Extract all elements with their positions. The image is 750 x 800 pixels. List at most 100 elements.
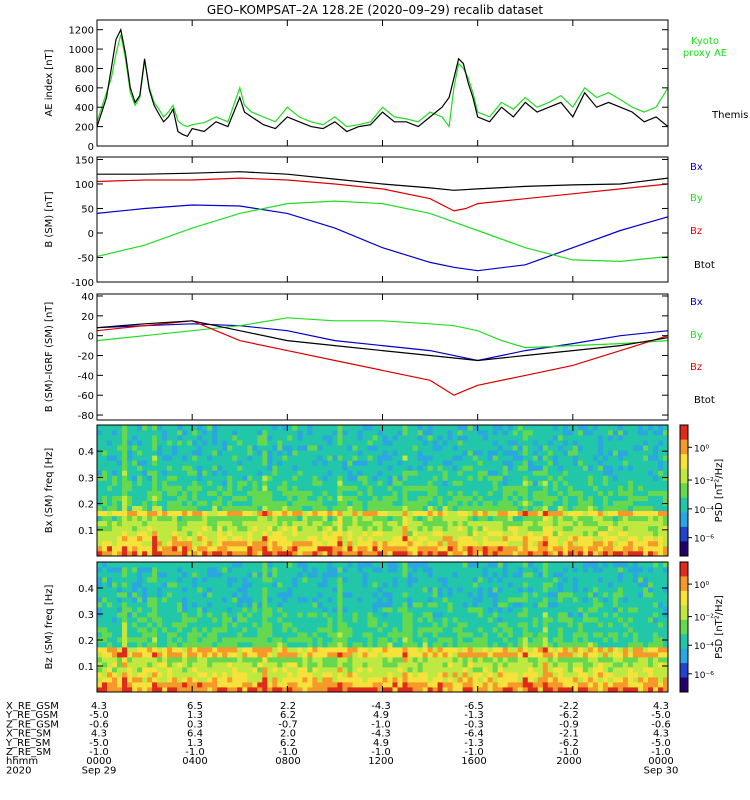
spectrogram-cell xyxy=(192,662,198,668)
spectrogram-cell xyxy=(417,662,423,668)
spectrogram-cell xyxy=(372,485,378,491)
spectrogram-cell xyxy=(372,642,378,648)
spectrogram-cell xyxy=(102,480,108,486)
spectrogram-cell xyxy=(507,505,514,511)
spectrogram-cell xyxy=(567,520,574,527)
spectrogram-cell xyxy=(527,530,534,537)
spectrogram-cell xyxy=(162,667,168,673)
spectrogram-cell xyxy=(157,530,163,537)
spectrogram-cell xyxy=(592,470,599,476)
spectrogram-cell xyxy=(467,657,473,663)
spectrogram-cell xyxy=(507,612,514,618)
spectrogram-cell xyxy=(232,662,238,668)
spectrogram-cell xyxy=(192,632,198,638)
spectrogram-cell xyxy=(537,465,544,471)
spectrogram-cell xyxy=(272,622,278,628)
spectrogram-cell xyxy=(247,460,253,466)
spectrogram-cell xyxy=(648,657,654,663)
spectrogram-cell xyxy=(497,540,504,547)
spectrogram-cell xyxy=(597,435,604,441)
spectrogram-cell xyxy=(242,687,248,693)
spectrogram-cell xyxy=(372,455,378,461)
spectrogram-cell xyxy=(457,682,463,688)
spectrogram-cell xyxy=(182,450,188,456)
spectrogram-cell xyxy=(602,515,609,522)
spectrogram-cell xyxy=(648,682,654,688)
spectrogram-cell xyxy=(292,490,298,496)
spectrogram-cell xyxy=(217,637,223,643)
colorbar-tick-label: 10⁻⁴ xyxy=(694,506,714,516)
spectrogram-cell xyxy=(492,617,499,623)
spectrogram-cell xyxy=(422,465,428,471)
spectrogram-cell xyxy=(552,470,559,476)
spectrogram-cell xyxy=(337,622,343,628)
spectrogram-cell xyxy=(357,637,363,643)
spectrogram-cell xyxy=(132,657,138,663)
spectrogram-cell xyxy=(592,545,599,552)
spectrogram-cell xyxy=(202,470,208,476)
spectrogram-cell xyxy=(653,647,659,653)
spectrogram-cell xyxy=(402,450,408,456)
spectrogram-cell xyxy=(137,470,143,476)
spectrogram-cell xyxy=(102,470,108,476)
spectrogram-cell xyxy=(422,520,428,527)
spectrogram-cell xyxy=(607,540,614,547)
spectrogram-cell xyxy=(122,682,128,688)
spectrogram-cell xyxy=(517,450,524,456)
spectrogram-cell xyxy=(172,440,178,446)
spectrogram-cell xyxy=(297,465,303,471)
spectrogram-cell xyxy=(257,662,263,668)
spectrogram-cell xyxy=(362,632,368,638)
spectrogram-cell xyxy=(277,495,283,501)
spectrogram-cell xyxy=(502,687,509,693)
spectrogram-cell xyxy=(327,632,333,638)
spectrogram-cell xyxy=(282,440,288,446)
spectrogram-cell xyxy=(492,662,499,668)
spectrogram-cell xyxy=(512,495,519,501)
spectrogram-cell xyxy=(643,687,649,693)
spectrogram-cell xyxy=(357,500,363,506)
spectrogram-cell xyxy=(487,490,494,496)
spectrogram-cell xyxy=(207,495,213,501)
spectrogram-cell xyxy=(162,430,168,436)
spectrogram-cell xyxy=(352,445,358,451)
spectrogram-cell xyxy=(252,652,258,658)
spectrogram-cell xyxy=(442,500,448,506)
spectrogram-cell xyxy=(627,637,634,643)
spectrogram-cell xyxy=(482,535,489,542)
spectrogram-cell xyxy=(542,647,549,653)
spectrogram-cell xyxy=(352,612,358,618)
spectrogram-cell xyxy=(257,687,263,693)
spectrogram-cell xyxy=(127,672,133,678)
spectrogram-cell xyxy=(117,525,123,532)
spectrogram-cell xyxy=(242,440,248,446)
spectrogram-cell xyxy=(658,515,664,522)
spectrogram-cell xyxy=(252,545,258,552)
spectrogram-cell xyxy=(507,465,514,471)
spectrogram-cell xyxy=(622,662,629,668)
spectrogram-cell xyxy=(577,642,584,648)
spectrogram-cell xyxy=(537,622,544,628)
spectrogram-cell xyxy=(417,657,423,663)
spectrogram-cell xyxy=(407,460,413,466)
spectrogram-cell xyxy=(452,490,458,496)
spectrogram-cell xyxy=(497,612,504,618)
spectrogram-cell xyxy=(267,435,273,441)
spectrogram-cell xyxy=(627,652,634,658)
spectrogram-cell xyxy=(257,515,263,522)
spectrogram-cell xyxy=(527,545,534,552)
spectrogram-cell xyxy=(477,551,484,557)
spectrogram-cell xyxy=(282,612,288,618)
spectrogram-cell xyxy=(97,540,103,547)
spectrogram-cell xyxy=(297,510,303,517)
spectrogram-cell xyxy=(567,682,574,688)
spectrogram-cell xyxy=(232,485,238,491)
spectrogram-cell xyxy=(237,520,243,527)
spectrogram-cell xyxy=(137,652,143,658)
spectrogram-cell xyxy=(607,632,614,638)
spectrogram-cell xyxy=(562,440,569,446)
spectrogram-cell xyxy=(432,505,438,511)
spectrogram-cell xyxy=(187,455,193,461)
spectrogram-cell xyxy=(337,647,343,653)
spectrogram-cell xyxy=(322,622,328,628)
